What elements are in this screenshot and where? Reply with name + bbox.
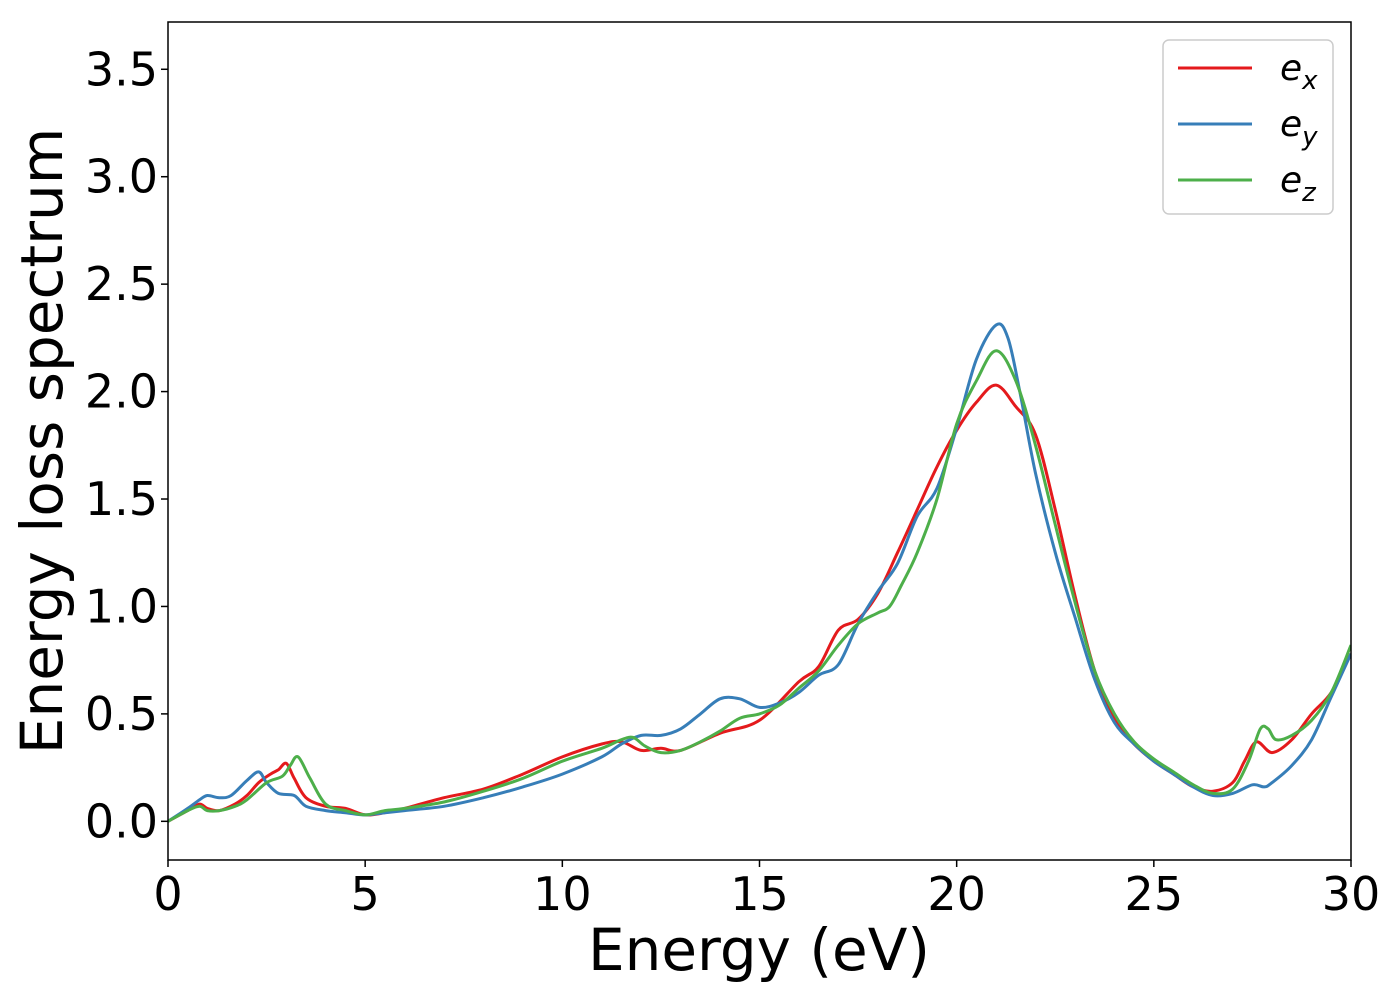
x-tick-label: 0 (153, 867, 182, 921)
legend-label-base: e (1280, 48, 1302, 89)
y-axis: 0.0 0.5 1.0 1.5 2.0 2.5 3.0 3.5 (85, 42, 168, 848)
x-axis: 0 5 10 15 20 25 30 (153, 860, 1380, 921)
x-tick-label: 25 (1125, 867, 1184, 921)
legend-label-ez: ez (1280, 160, 1317, 208)
y-tick-label: 2.0 (85, 365, 158, 419)
y-tick-label: 3.5 (85, 42, 158, 96)
y-tick-label: 0.0 (85, 794, 158, 848)
y-tick-label: 2.5 (85, 257, 158, 311)
legend-label-ey: ey (1280, 104, 1318, 152)
y-tick-label: 1.0 (85, 579, 158, 633)
x-tick-label: 20 (927, 867, 986, 921)
series-line-ez (168, 349, 1351, 823)
x-tick-label: 5 (351, 867, 380, 921)
y-tick-label: 3.0 (85, 150, 158, 204)
y-axis-title: Energy loss spectrum (8, 128, 76, 754)
legend-label-subscript: y (1301, 122, 1318, 152)
x-tick-label: 30 (1322, 867, 1381, 921)
x-axis-title: Energy (eV) (588, 916, 930, 984)
legend-label-subscript: z (1301, 178, 1317, 208)
legend-label-subscript: x (1301, 66, 1318, 96)
y-tick-label: 0.5 (85, 687, 158, 741)
series-layer (168, 322, 1351, 823)
series-line-ey (168, 322, 1351, 823)
legend-label-ex: ex (1280, 48, 1318, 96)
legend-label-base: e (1280, 160, 1302, 201)
legend-frame (1162, 39, 1334, 215)
x-tick-label: 15 (730, 867, 789, 921)
legend-label-base: e (1280, 104, 1302, 145)
x-tick-label: 10 (533, 867, 592, 921)
y-tick-label: 1.5 (85, 472, 158, 526)
